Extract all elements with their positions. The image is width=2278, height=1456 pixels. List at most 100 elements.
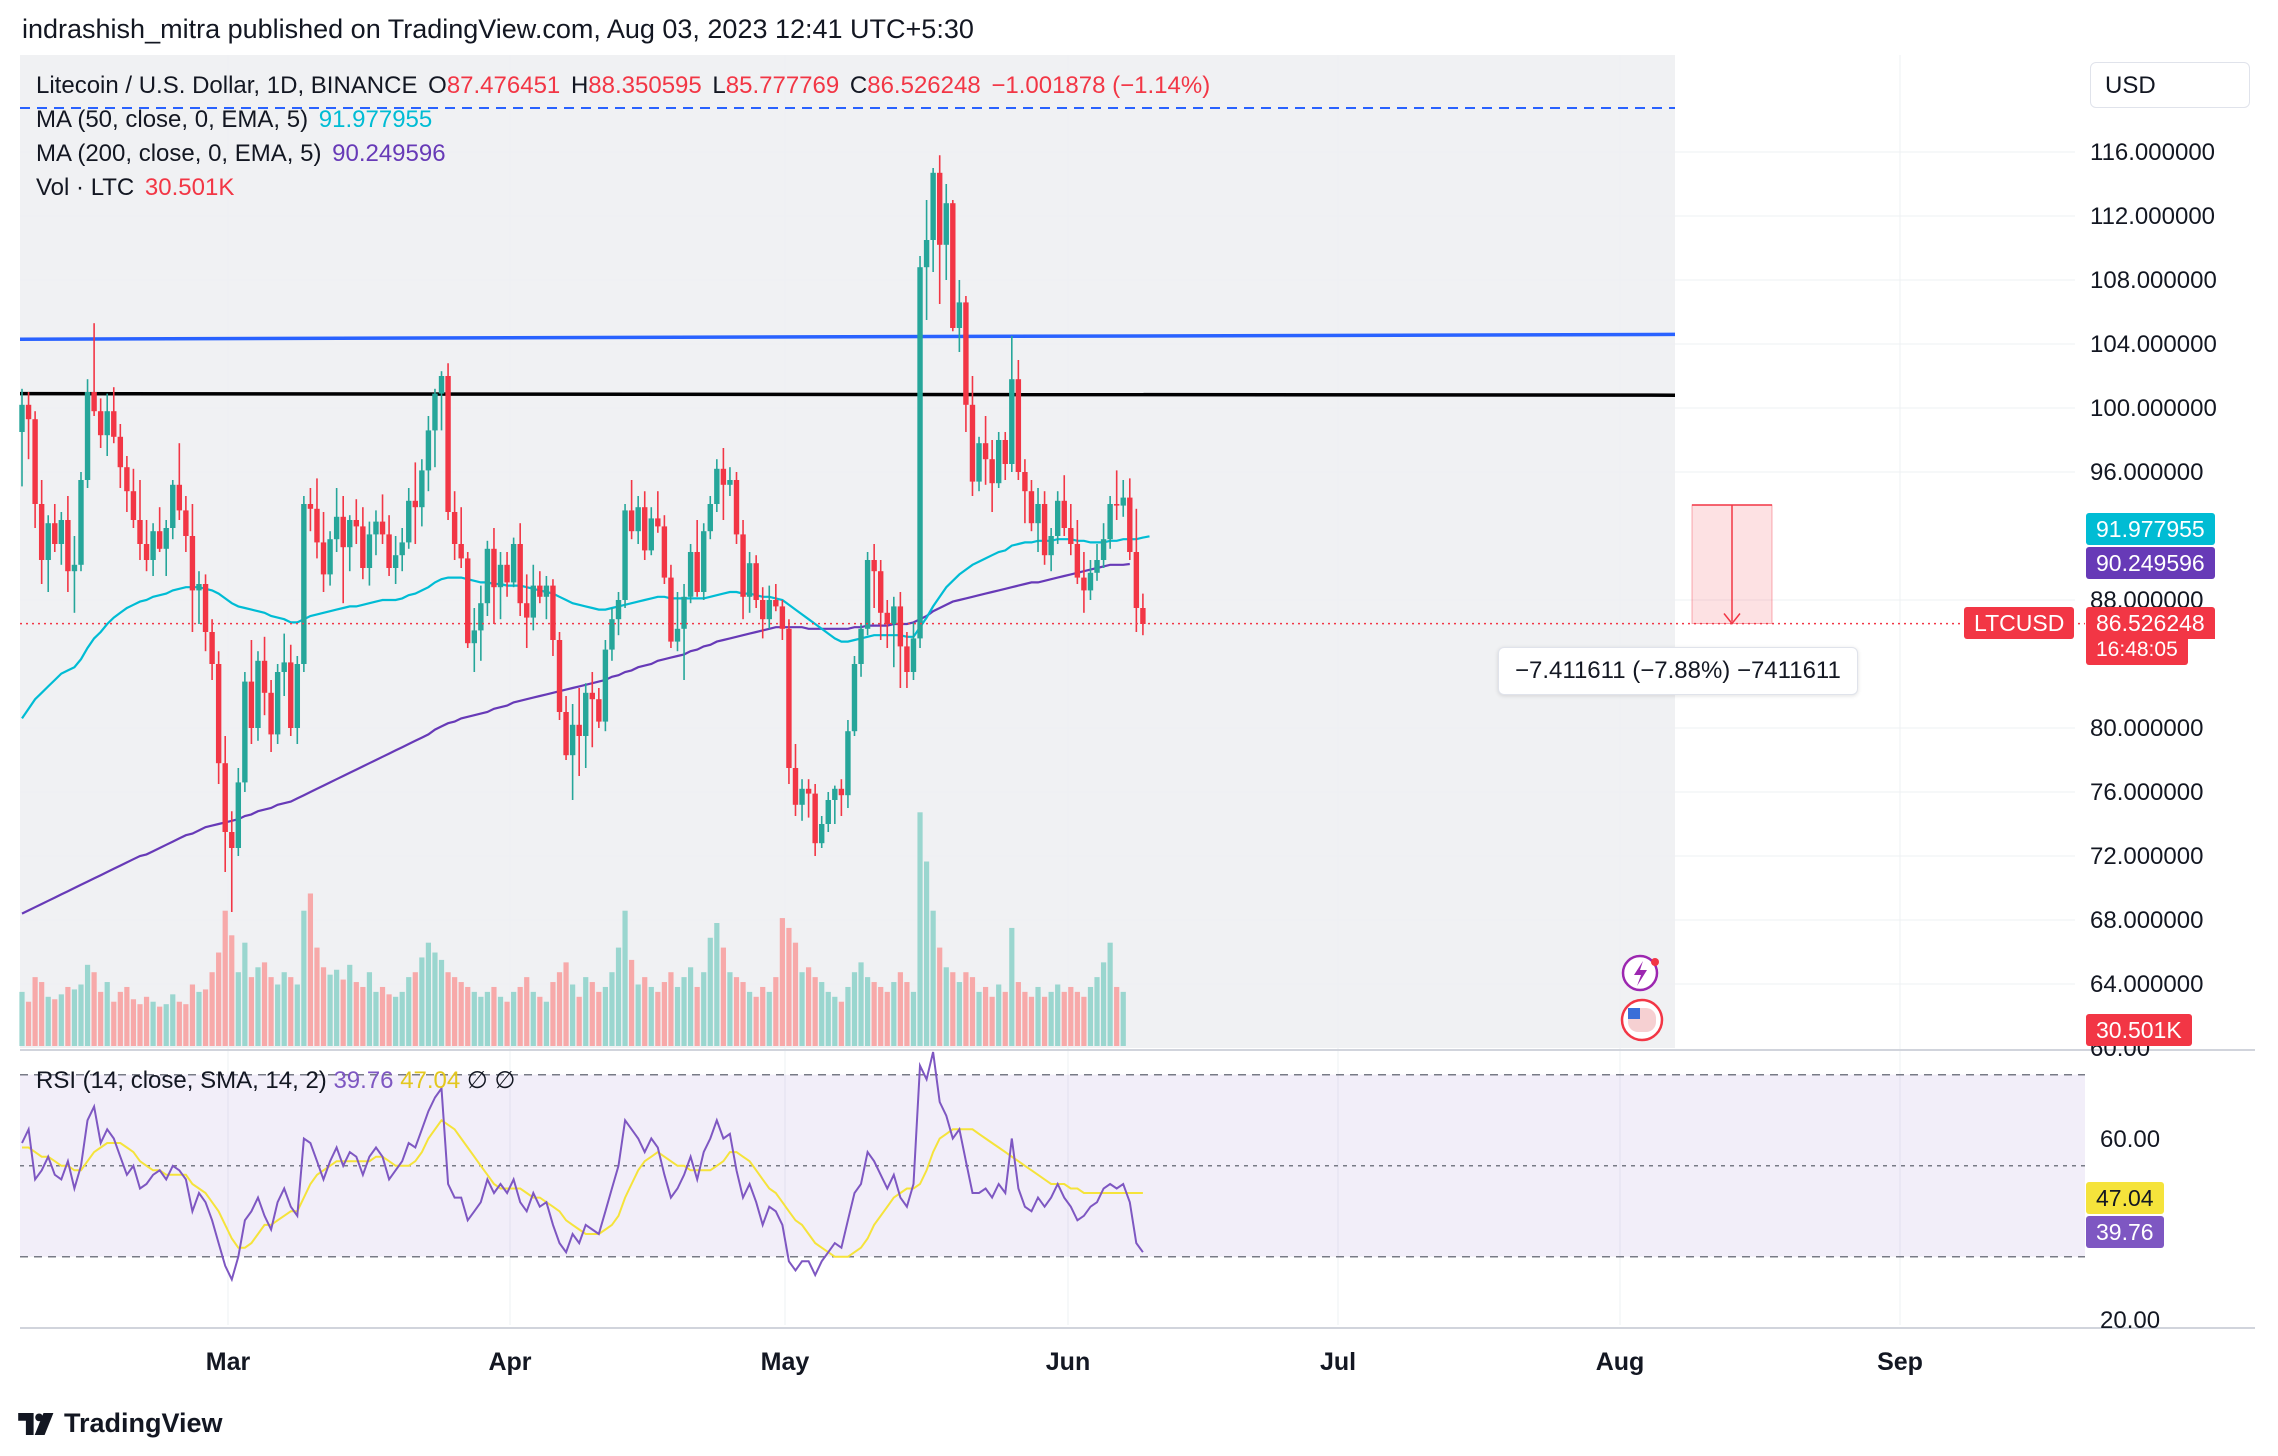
footer-brand[interactable]: TradingView: [18, 1408, 223, 1439]
volume-bar: [806, 967, 812, 1046]
candle-body: [694, 552, 700, 592]
candle-body: [386, 534, 392, 568]
volume-bar: [707, 937, 713, 1046]
volume-bar: [1048, 991, 1054, 1046]
candle-body: [38, 504, 45, 560]
volume-bar: [864, 977, 871, 1046]
candle-body: [333, 516, 340, 540]
candle-body: [602, 649, 609, 722]
volume-bar: [32, 977, 38, 1046]
candle-body: [124, 467, 130, 492]
volume-bar: [570, 984, 576, 1046]
candle-body: [111, 411, 117, 437]
candle-body: [884, 612, 890, 624]
volume-bar: [84, 964, 91, 1046]
volume-bar: [71, 989, 78, 1046]
candle-body: [871, 560, 877, 572]
candle-body: [792, 768, 799, 805]
volume-bar: [412, 972, 418, 1046]
volume-bar: [425, 942, 432, 1046]
candle-body: [320, 542, 327, 575]
volume-bar: [386, 994, 392, 1046]
volume-bar: [832, 996, 838, 1046]
volume-bar: [288, 977, 294, 1046]
candle-body: [858, 628, 864, 664]
volume-bar: [982, 986, 989, 1046]
volume-bar: [216, 952, 222, 1046]
volume-bar: [1055, 984, 1061, 1046]
volume-bar: [688, 967, 694, 1046]
rsi-extra-2: ∅: [494, 1067, 516, 1094]
candle-body: [71, 564, 78, 572]
candle-body: [170, 484, 176, 528]
volume-bar: [766, 991, 772, 1046]
volume-bar: [111, 1001, 117, 1046]
volume-bar: [845, 986, 851, 1046]
measure-arrow-head: [1723, 613, 1741, 625]
candle-body: [805, 788, 812, 794]
volume-bar: [897, 972, 903, 1046]
volume-bar: [871, 982, 877, 1046]
volume-bar: [655, 991, 661, 1046]
volume-bar: [320, 967, 327, 1046]
volume-bar: [1015, 982, 1021, 1046]
rsi-tag: 39.76: [2086, 1216, 2164, 1248]
volume-bar: [19, 991, 25, 1046]
candle-body: [550, 585, 556, 640]
candle-body: [943, 203, 949, 245]
low-label: L: [712, 72, 726, 99]
volume-bar: [209, 972, 215, 1046]
ma200-legend[interactable]: MA (200, close, 0, EMA, 5) 90.249596: [36, 140, 450, 168]
candle-body: [373, 521, 379, 535]
candle-body: [301, 504, 307, 664]
ma50-legend[interactable]: MA (50, close, 0, EMA, 5) 91.977955: [36, 106, 436, 134]
ma50-value: 91.977955: [318, 106, 433, 133]
price-axis-label: 80.000000: [2090, 715, 2203, 742]
rsi-sma-tag: 47.04: [2086, 1182, 2164, 1214]
volume-bar: [189, 984, 196, 1046]
volume-bar: [799, 972, 805, 1046]
open-label: O: [428, 72, 447, 99]
volume-bar: [825, 991, 831, 1046]
candle-body: [504, 564, 510, 583]
rsi-legend[interactable]: RSI (14, close, SMA, 14, 2) 39.76 47.04 …: [36, 1066, 515, 1095]
volume-bar: [1061, 991, 1067, 1046]
candle-body: [655, 518, 661, 527]
candle-body: [478, 603, 484, 631]
volume-bar: [130, 999, 137, 1046]
candle-body: [32, 419, 38, 504]
volume-bar: [1107, 942, 1113, 1046]
volume-legend[interactable]: Vol · LTC 30.501K: [36, 174, 238, 202]
candle-body: [615, 600, 622, 620]
candle-body: [838, 788, 845, 796]
candle-body: [950, 203, 956, 328]
volume-bar: [923, 861, 930, 1046]
volume-bar: [602, 986, 608, 1046]
candle-body: [25, 404, 32, 420]
currency-button[interactable]: USD: [2090, 62, 2250, 108]
symbol-title[interactable]: Litecoin / U.S. Dollar, 1D, BINANCE: [36, 72, 418, 99]
candle-body: [845, 731, 851, 796]
volume-bar: [340, 979, 346, 1046]
candle-body: [183, 510, 189, 536]
volume-bar: [1120, 991, 1126, 1046]
ma200-price-tag: 90.249596: [2086, 547, 2215, 579]
volume-bar: [484, 991, 491, 1046]
candle-body: [392, 555, 399, 568]
candle-body: [956, 302, 963, 328]
candle-body: [242, 681, 248, 783]
lightning-glyph-icon: [1634, 961, 1647, 986]
candle-body: [701, 531, 707, 592]
candle-body: [143, 544, 150, 560]
ma200-value: 90.249596: [332, 140, 446, 167]
candle-body: [97, 411, 104, 436]
time-axis-label: Jun: [1046, 1348, 1090, 1376]
volume-bar: [307, 893, 314, 1046]
candle-body: [471, 630, 477, 644]
volume-bar: [52, 999, 58, 1046]
volume-bar: [248, 977, 255, 1046]
volume-bar: [937, 947, 943, 1046]
close-value: 86.526248: [867, 72, 981, 99]
volume-bar: [989, 996, 995, 1046]
